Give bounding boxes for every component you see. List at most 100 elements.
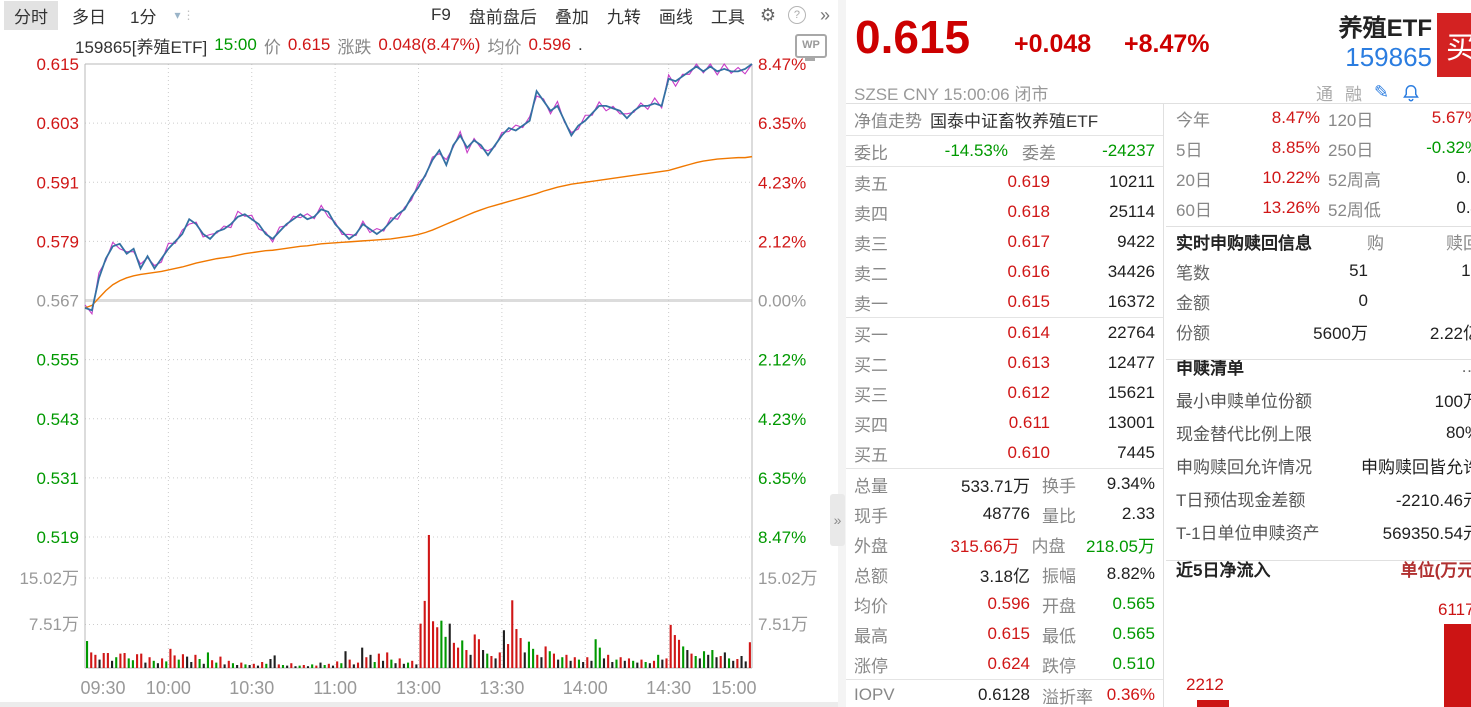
order-book-row[interactable]: 买三 0.612 15621 [854,383,1155,405]
subscribe-col-header: 购 [1367,233,1384,253]
net-inflow-unit: 单位(万元) [1400,560,1471,580]
fund-full-name[interactable]: 国泰中证畜牧养殖ETF [930,111,1099,131]
order-book-row[interactable]: 卖三 0.617 9422 [854,232,1155,254]
menu-nine-turn[interactable]: 九转 [606,7,641,27]
help-icon[interactable]: ? [787,6,806,24]
svg-text:15.02万: 15.02万 [758,569,818,588]
security-code: 159865 [1345,42,1432,72]
avg-label: 均价 [487,37,522,57]
svg-text:6.35%: 6.35% [758,114,806,133]
svg-text:0.543: 0.543 [36,410,79,429]
redemption-list-title: 申赎清单 [1176,359,1244,378]
cursor-dot: . [578,35,583,54]
inflow-bar-day5 [1444,624,1471,707]
svg-text:7.51万: 7.51万 [758,615,808,634]
menu-overlay[interactable]: 叠加 [554,7,589,27]
intraday-chart-section: 分时 多日 1分 ▾ ⋮ F9 盘前盘后 叠加 九转 画线 工具 ⚙ ? » 1… [0,0,838,707]
price-change-pct: +8.47% [1124,30,1210,58]
redeem-col-header: 赎回 [1446,233,1471,253]
rt-subscription-row: 笔数5115 [1176,261,1471,283]
svg-text:0.531: 0.531 [36,469,79,488]
rt-subscription-header: 实时申购赎回信息 购 赎回 [1166,226,1471,256]
gear-icon[interactable]: ⚙ [759,4,776,25]
order-book-row[interactable]: 卖四 0.618 25114 [854,202,1155,224]
order-book-row[interactable]: 买四 0.611 13001 [854,413,1155,435]
svg-text:0.591: 0.591 [36,173,79,192]
svg-text:8.47%: 8.47% [758,55,806,74]
order-book-row[interactable]: 卖一 0.615 16372 [846,287,1163,318]
svg-text:14:00: 14:00 [563,678,608,698]
quote-icons: 通 融 ✎ [1316,80,1421,105]
order-book-row[interactable]: 卖二 0.616 34426 [854,262,1155,284]
stat-row: 现手 48776 量比 2.33 [854,504,1155,526]
chart-code-name: 159865[养殖ETF] [75,37,208,57]
price-value: 0.615 [287,35,331,54]
drag-dots-icon: ⋮ [182,8,195,22]
alert-bell-icon[interactable] [1401,83,1421,103]
svg-text:2.12%: 2.12% [758,351,806,370]
svg-text:4.23%: 4.23% [758,410,806,429]
avg-value: 0.596 [528,35,571,54]
tab-1min[interactable]: 1分 [130,7,157,27]
bottom-scroll-band [0,702,838,707]
buy-button[interactable]: 买 [1437,13,1471,77]
edit-pencil-icon[interactable]: ✎ [1374,82,1390,102]
panel-split-strip [838,0,846,707]
chevron-more-icon[interactable]: » [819,4,830,25]
order-book-row[interactable]: 买一 0.614 22764 [854,323,1155,345]
chart-info-row: 159865[养殖ETF] 15:00 价 0.615 涨跌 0.048(8.4… [75,33,590,57]
svg-text:8.47%: 8.47% [758,528,806,547]
svg-text:0.579: 0.579 [36,232,79,251]
nav-trend-row: 净值走势 国泰中证畜牧养殖ETF [846,103,1163,136]
price-label: 价 [263,37,281,57]
wp-monitor-icon[interactable]: WP [795,34,827,61]
order-book-row[interactable]: 买五 0.610 7445 [846,438,1163,469]
svg-text:2.12%: 2.12% [758,232,806,251]
weibi-label: 委比 [854,143,888,163]
net-inflow-header: 近5日净流入 单位(万元) [1166,552,1471,584]
svg-text:0.567: 0.567 [36,292,79,311]
menu-draw-line[interactable]: 画线 [658,7,693,27]
stat-row: 均价 0.596 开盘 0.565 [854,594,1155,616]
stat-row: 总量 533.71万 换手 9.34% [854,474,1155,496]
menu-f9[interactable]: F9 [431,5,451,24]
quote-panel: 0.615 +0.048 +8.47% 养殖ETF 159865 买 SZSE … [846,0,1471,707]
svg-text:0.519: 0.519 [36,528,79,547]
order-ratio-row: 委比 -14.53% 委差 -24237 [846,136,1163,167]
svg-text:6.35%: 6.35% [758,469,806,488]
tab-multiday[interactable]: 多日 [72,7,106,27]
security-name: 养殖ETF [1338,15,1432,42]
session-status: SZSE CNY 15:00:06 闭市 [854,85,1049,104]
rt-subscription-row: 金额 0 [1176,291,1368,313]
inflow-bar-day1 [1197,700,1229,707]
time-series-chart[interactable]: 0.615 0.603 0.591 0.579 0.567 0.555 0.543 0.531… [0,0,838,707]
more-ellipsis[interactable]: … [1461,357,1471,377]
filter-dropdown-icon[interactable]: ▾ [174,8,181,22]
order-book-row[interactable]: 卖五 0.619 10211 [854,172,1155,194]
svg-text:10:00: 10:00 [146,678,191,698]
last-price: 0.615 [855,11,971,63]
nav-trend-label: 净值走势 [854,111,922,131]
stat-row: IOPV 0.6128 溢折率 0.36% [846,679,1163,707]
menu-pre-post-market[interactable]: 盘前盘后 [468,7,537,27]
svg-text:13:30: 13:30 [479,678,524,698]
svg-text:09:30: 09:30 [80,678,125,698]
change-label: 涨跌 [337,37,372,57]
svg-text:0.00%: 0.00% [758,292,806,311]
svg-text:13:00: 13:00 [396,678,441,698]
panel-collapse-handle[interactable]: » [830,494,845,546]
order-book-row[interactable]: 买二 0.613 12477 [854,353,1155,375]
tab-intraday[interactable]: 分时 [4,0,58,30]
svg-text:4.23%: 4.23% [758,173,806,192]
menu-tools[interactable]: 工具 [710,7,745,27]
stat-row: 外盘 315.66万 内盘 218.05万 [854,536,1155,556]
